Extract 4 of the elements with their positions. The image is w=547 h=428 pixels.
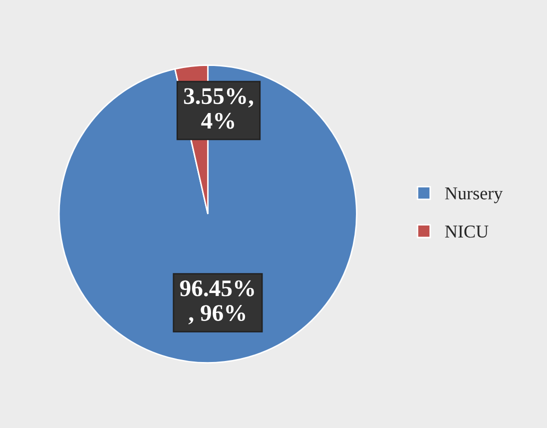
legend-label: NICU: [445, 226, 488, 238]
legend-label: Nursery: [445, 187, 503, 204]
data-label: 3.55%, 4%: [184, 88, 254, 129]
data-label: 96.45% , 96%: [180, 280, 254, 324]
